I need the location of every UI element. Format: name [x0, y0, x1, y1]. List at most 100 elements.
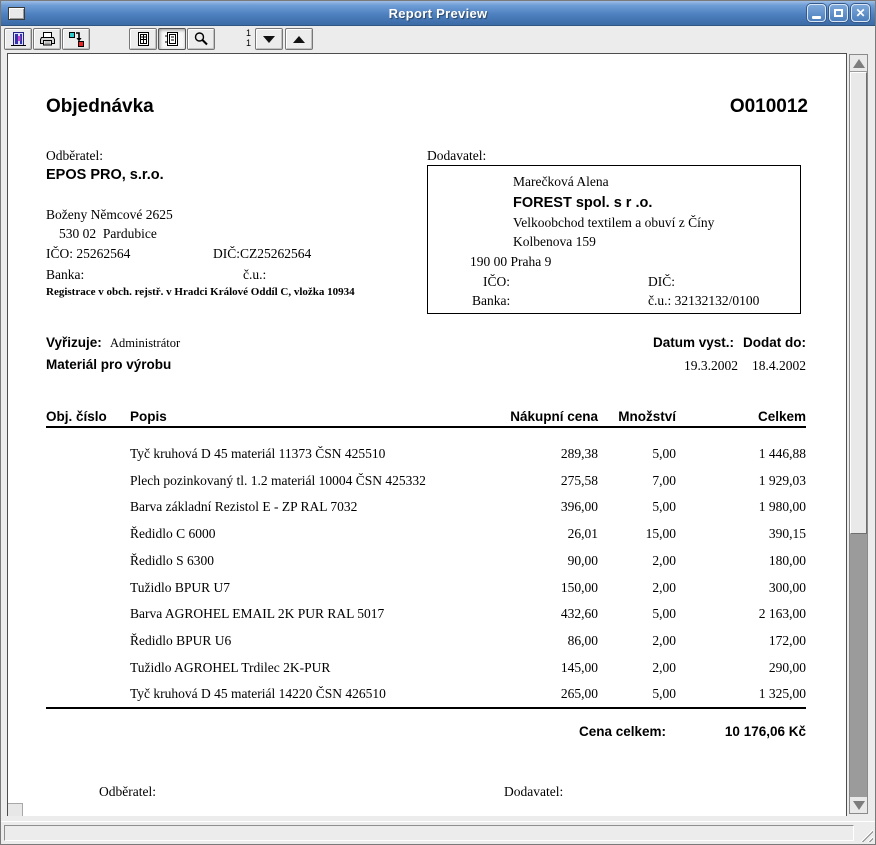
table-row: Barva AGROHEL EMAIL 2K PUR RAL 5017 432,… [46, 606, 806, 624]
table-footer-rule [46, 707, 806, 709]
document-title: Objednávka [46, 96, 154, 117]
date-due-label: Dodat do: [743, 335, 806, 350]
row-cena: 275,58 [560, 473, 598, 488]
row-popis: Barva AGROHEL EMAIL 2K PUR RAL 5017 [130, 606, 385, 621]
supplier-bank-label: Banka: [472, 293, 511, 308]
app-window-icon [8, 7, 25, 20]
table-row: Ředidlo BPUR U6 86,00 2,00 172,00 [46, 633, 806, 651]
row-mnozstvi: 2,00 [652, 660, 676, 675]
date-issued-label: Datum vyst.: [652, 335, 734, 350]
row-mnozstvi: 15,00 [645, 526, 676, 541]
order-subject: Materiál pro výrobu [46, 357, 172, 372]
handler-label: Vyřizuje: [46, 335, 102, 350]
signature-supplier-label: Dodavatel: [504, 784, 564, 799]
minimize-icon [812, 15, 821, 19]
supplier-description: Velkoobchod textilem a obuví z Číny [513, 215, 715, 230]
report-view-button[interactable] [129, 28, 157, 50]
row-popis: Ředidlo C 6000 [130, 526, 216, 541]
row-celkem: 300,00 [768, 580, 806, 595]
row-popis: Ředidlo S 6300 [130, 553, 215, 568]
customer-address1: Boženy Němcové 2625 [46, 207, 173, 222]
row-celkem: 1 929,03 [758, 473, 806, 488]
scroll-up-button[interactable] [850, 55, 867, 71]
scroll-down-button[interactable] [850, 797, 867, 813]
next-page-button[interactable] [255, 28, 283, 50]
row-celkem: 172,00 [768, 633, 806, 648]
row-popis: Tužidlo BPUR U7 [130, 580, 231, 595]
date-due: 18.4.2002 [752, 358, 806, 373]
page-up-icon [293, 35, 305, 43]
vertical-scrollbar[interactable] [849, 54, 868, 814]
customer-ico: IČO: 25262564 [46, 246, 131, 261]
header-obj-cislo: Obj. číslo [46, 409, 107, 424]
fit-page-icon [164, 31, 178, 46]
date-issued: 19.3.2002 [684, 358, 738, 373]
customer-registration: Registrace v obch. rejstř. v Hradci Král… [46, 286, 355, 298]
table-row: Tyč kruhová D 45 materiál 11373 ČSN 4255… [46, 446, 806, 464]
table-row: Tyč kruhová D 45 materiál 14220 ČSN 4265… [46, 686, 806, 704]
supplier-contact: Marečková Alena [513, 174, 609, 189]
close-icon: ✕ [855, 6, 866, 20]
row-mnozstvi: 7,00 [652, 473, 676, 488]
close-button[interactable]: ✕ [851, 4, 870, 22]
fit-page-button[interactable] [158, 28, 186, 50]
row-celkem: 390,15 [768, 526, 806, 541]
row-cena: 26,01 [567, 526, 598, 541]
minimize-button[interactable] [807, 4, 826, 22]
date-values: 19.3.2002 18.4.2002 [684, 358, 806, 374]
resize-grip[interactable] [856, 825, 873, 842]
row-popis: Ředidlo BPUR U6 [130, 633, 232, 648]
scroll-corner [8, 803, 23, 816]
export-button[interactable] [62, 28, 90, 50]
export-icon [68, 31, 84, 47]
header-celkem: Celkem [757, 409, 806, 424]
window-title: Report Preview [388, 5, 488, 21]
header-nakupni-cena: Nákupní cena [510, 409, 598, 424]
titlebar[interactable]: Report Preview ✕ [1, 1, 875, 26]
row-celkem: 1 446,88 [758, 446, 806, 461]
page-indicator: 1 1 [227, 28, 251, 50]
supplier-label: Dodavatel: [427, 148, 487, 163]
supplier-box: Marečková Alena FOREST spol. s r .o. Vel… [427, 165, 801, 314]
supplier-dic-label: DIČ: [648, 274, 675, 289]
maximize-button[interactable] [829, 4, 848, 22]
row-celkem: 180,00 [768, 553, 806, 568]
scrollbar-thumb[interactable] [850, 72, 867, 534]
print-button[interactable] [33, 28, 61, 50]
row-mnozstvi: 2,00 [652, 580, 676, 595]
status-bar [1, 821, 875, 844]
row-mnozstvi: 5,00 [652, 686, 676, 701]
row-cena: 265,00 [560, 686, 598, 701]
row-celkem: 1 325,00 [758, 686, 806, 701]
row-popis: Tužidlo AGROHEL Trdilec 2K-PUR [130, 660, 331, 675]
row-celkem: 2 163,00 [758, 606, 806, 621]
signature-customer-label: Odběratel: [99, 784, 156, 799]
row-mnozstvi: 2,00 [652, 633, 676, 648]
document-page: Objednávka O010012 Odběratel: EPOS PRO, … [7, 53, 847, 816]
zoom-button[interactable] [187, 28, 215, 50]
previous-page-button[interactable] [285, 28, 313, 50]
date-labels: Datum vyst.: Dodat do: [653, 335, 806, 350]
row-cena: 150,00 [560, 580, 598, 595]
row-mnozstvi: 5,00 [652, 446, 676, 461]
row-mnozstvi: 5,00 [652, 606, 676, 621]
status-message-panel [4, 825, 854, 841]
row-mnozstvi: 2,00 [652, 553, 676, 568]
table-row: Plech pozinkovaný tl. 1.2 materiál 10004… [46, 473, 806, 491]
row-cena: 396,00 [560, 499, 598, 514]
row-mnozstvi: 5,00 [652, 499, 676, 514]
document-number: O010012 [729, 96, 808, 117]
customer-bank-label: Banka: [46, 267, 85, 282]
customer-name: EPOS PRO, s.r.o. [46, 167, 164, 183]
header-popis: Popis [130, 409, 167, 424]
exit-button[interactable] [4, 28, 32, 50]
row-celkem: 1 980,00 [758, 499, 806, 514]
zoom-icon [194, 31, 208, 45]
row-cena: 145,00 [560, 660, 598, 675]
row-cena: 432,60 [560, 606, 598, 621]
row-popis: Tyč kruhová D 45 materiál 11373 ČSN 4255… [130, 446, 386, 461]
table-row: Barva základní Rezistol E - ZP RAL 7032 … [46, 499, 806, 517]
row-popis: Barva základní Rezistol E - ZP RAL 7032 [130, 499, 358, 514]
page-total: 1 [245, 38, 251, 48]
